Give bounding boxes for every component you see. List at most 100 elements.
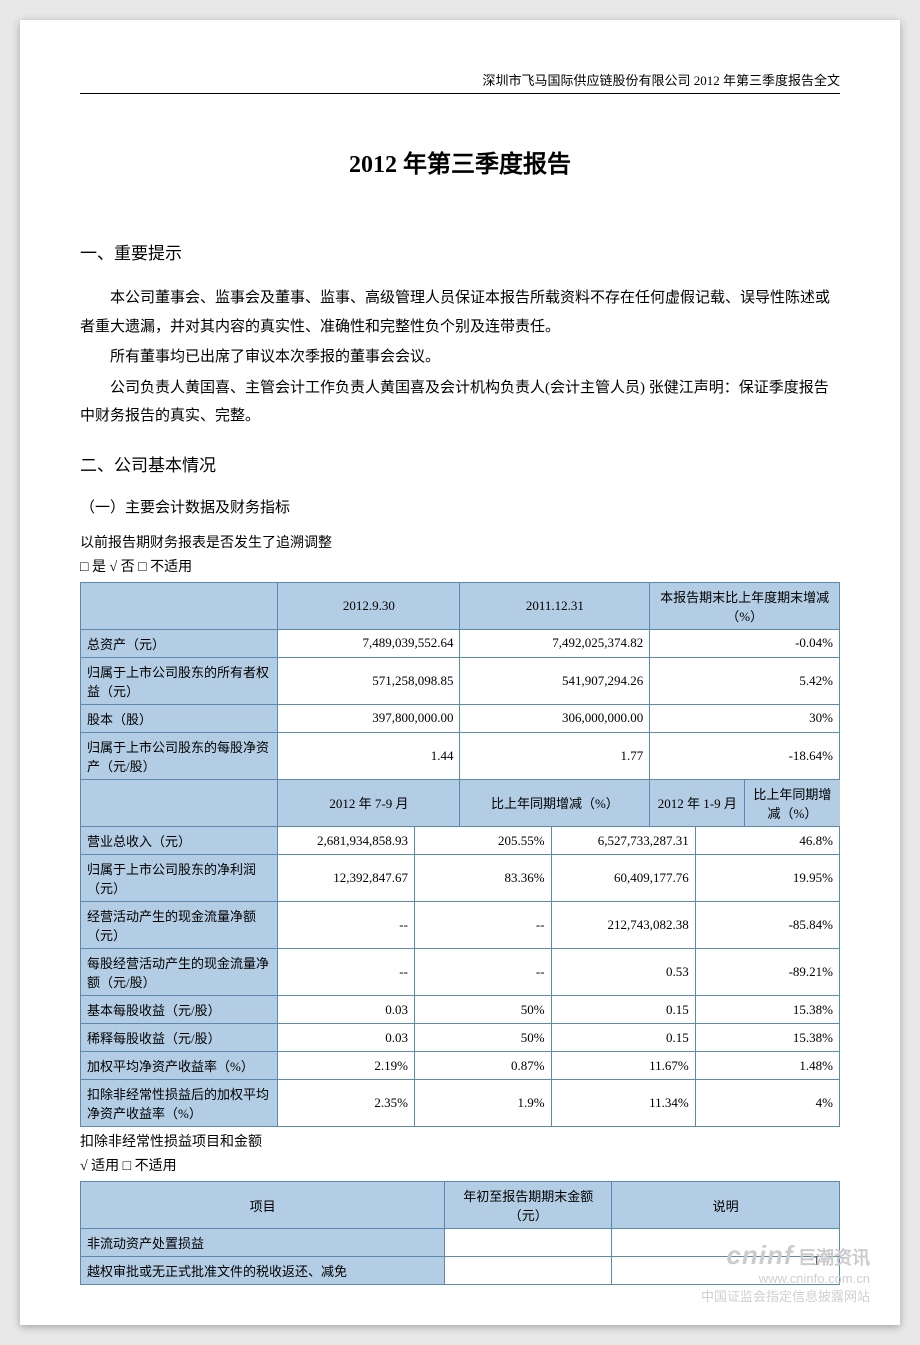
section-1-p2: 所有董事均已出席了审议本次季报的董事会会议。 — [80, 343, 840, 372]
row-label: 股本（股） — [81, 704, 278, 732]
cell: 205.55% — [414, 827, 551, 855]
row-label: 越权审批或无正式批准文件的税收返还、减免 — [81, 1257, 445, 1285]
cell — [445, 1229, 612, 1257]
cell: 15.38% — [695, 996, 839, 1024]
cell: 2,681,934,858.93 — [278, 827, 415, 855]
row-label: 经营活动产生的现金流量净额（元） — [81, 902, 278, 949]
cell: 7,489,039,552.64 — [278, 629, 460, 657]
cell: -89.21% — [695, 949, 839, 996]
cell: 15.38% — [695, 1024, 839, 1052]
cell: 7,492,025,374.82 — [460, 629, 650, 657]
table-row: 基本每股收益（元/股） 0.03 50% 0.15 15.38% — [81, 996, 840, 1024]
cell: 0.03 — [278, 996, 415, 1024]
watermark-brand: 巨潮资讯 — [798, 1248, 870, 1268]
cell: 212,743,082.38 — [551, 902, 695, 949]
cell: 0.53 — [551, 949, 695, 996]
table-row: 每股经营活动产生的现金流量净额（元/股） -- -- 0.53 -89.21% — [81, 949, 840, 996]
nonrecurring-check: √ 适用 □ 不适用 — [80, 1155, 840, 1175]
th2-col4: 比上年同期增减（%） — [745, 780, 840, 827]
items-th3: 说明 — [612, 1182, 840, 1229]
cell: 30% — [650, 704, 840, 732]
th2-col3-wrap: 2012 年 1-9 月 比上年同期增减（%） — [650, 779, 840, 827]
section-2-sub1: （一）主要会计数据及财务指标 — [80, 496, 840, 517]
row-label: 基本每股收益（元/股） — [81, 996, 278, 1024]
cell: 2.19% — [278, 1052, 415, 1080]
nonrecurring-label: 扣除非经常性损益项目和金额 — [80, 1131, 840, 1151]
cell: 0.15 — [551, 996, 695, 1024]
cell: 11.67% — [551, 1052, 695, 1080]
row-label: 稀释每股收益（元/股） — [81, 1024, 278, 1052]
row-label: 营业总收入（元） — [81, 827, 278, 855]
financial-table-1: 2012.9.30 2011.12.31 本报告期末比上年度期末增减（%） 总资… — [80, 582, 840, 828]
cell: 6,527,733,287.31 — [551, 827, 695, 855]
cell: 1.48% — [695, 1052, 839, 1080]
row-label: 归属于上市公司股东的每股净资产（元/股） — [81, 732, 278, 779]
th-blank — [81, 582, 278, 629]
th-blank2 — [81, 779, 278, 827]
cell: 4% — [695, 1080, 839, 1127]
cell: 50% — [414, 996, 551, 1024]
row-label: 总资产（元） — [81, 629, 278, 657]
cell: 0.15 — [551, 1024, 695, 1052]
items-th2: 年初至报告期期末金额（元） — [445, 1182, 612, 1229]
watermark-logo: cninf — [726, 1240, 793, 1270]
cell: -18.64% — [650, 732, 840, 779]
watermark-url: www.cninfo.com.cn — [701, 1271, 870, 1286]
cell: 46.8% — [695, 827, 839, 855]
cell: -85.84% — [695, 902, 839, 949]
cell: -- — [278, 949, 415, 996]
table-row: 归属于上市公司股东的所有者权益（元） 571,258,098.85 541,90… — [81, 657, 840, 704]
cell: 571,258,098.85 — [278, 657, 460, 704]
row-label: 加权平均净资产收益率（%） — [81, 1052, 278, 1080]
row-label: 归属于上市公司股东的净利润（元） — [81, 855, 278, 902]
watermark: cninf 巨潮资讯 www.cninfo.com.cn 中国证监会指定信息披露… — [701, 1240, 870, 1305]
row-label: 非流动资产处置损益 — [81, 1229, 445, 1257]
section-2-heading: 二、公司基本情况 — [80, 451, 840, 476]
cell: 60,409,177.76 — [551, 855, 695, 902]
retro-checkbox: □ 是 √ 否 □ 不适用 — [80, 556, 840, 576]
table-row: 营业总收入（元） 2,681,934,858.93 205.55% 6,527,… — [81, 827, 840, 855]
table-row: 项目 年初至报告期期末金额（元） 说明 — [81, 1182, 840, 1229]
table-row: 归属于上市公司股东的每股净资产（元/股） 1.44 1.77 -18.64% — [81, 732, 840, 779]
th-col2: 2011.12.31 — [460, 582, 650, 629]
cell: 1.77 — [460, 732, 650, 779]
table-row: 总资产（元） 7,489,039,552.64 7,492,025,374.82… — [81, 629, 840, 657]
items-th1: 项目 — [81, 1182, 445, 1229]
table-row: 股本（股） 397,800,000.00 306,000,000.00 30% — [81, 704, 840, 732]
cell: -- — [278, 902, 415, 949]
cell: 1.44 — [278, 732, 460, 779]
report-title: 2012 年第三季度报告 — [80, 144, 840, 179]
cell: -0.04% — [650, 629, 840, 657]
section-1-p3: 公司负责人黄囯喜、主管会计工作负责人黄囯喜及会计机构负责人(会计主管人员) 张健… — [80, 374, 840, 431]
cell: 19.95% — [695, 855, 839, 902]
table-row: 扣除非经常性损益后的加权平均净资产收益率（%） 2.35% 1.9% 11.34… — [81, 1080, 840, 1127]
th-col1: 2012.9.30 — [278, 582, 460, 629]
row-label: 扣除非经常性损益后的加权平均净资产收益率（%） — [81, 1080, 278, 1127]
cell: 306,000,000.00 — [460, 704, 650, 732]
cell: 0.03 — [278, 1024, 415, 1052]
cell: 83.36% — [414, 855, 551, 902]
cell: 1.9% — [414, 1080, 551, 1127]
section-1-heading: 一、重要提示 — [80, 239, 840, 264]
row-label: 每股经营活动产生的现金流量净额（元/股） — [81, 949, 278, 996]
table-row: 2012 年 7-9 月 比上年同期增减（%） 2012 年 1-9 月 比上年… — [81, 779, 840, 827]
table-row: 归属于上市公司股东的净利润（元） 12,392,847.67 83.36% 60… — [81, 855, 840, 902]
cell: 541,907,294.26 — [460, 657, 650, 704]
watermark-desc: 中国证监会指定信息披露网站 — [701, 1286, 870, 1305]
th2-col1: 2012 年 7-9 月 — [278, 779, 460, 827]
page-header: 深圳市飞马国际供应链股份有限公司 2012 年第三季度报告全文 — [80, 70, 840, 94]
cell — [445, 1257, 612, 1285]
financial-table-2: 营业总收入（元） 2,681,934,858.93 205.55% 6,527,… — [80, 826, 840, 1127]
table-row: 2012.9.30 2011.12.31 本报告期末比上年度期末增减（%） — [81, 582, 840, 629]
cell: 12,392,847.67 — [278, 855, 415, 902]
cell: 11.34% — [551, 1080, 695, 1127]
cell: 397,800,000.00 — [278, 704, 460, 732]
section-1-p1: 本公司董事会、监事会及董事、监事、高级管理人员保证本报告所载资料不存在任何虚假记… — [80, 284, 840, 341]
th-col3: 本报告期末比上年度期末增减（%） — [650, 582, 840, 629]
cell: -- — [414, 949, 551, 996]
th2-col2: 比上年同期增减（%） — [460, 779, 650, 827]
table-row: 经营活动产生的现金流量净额（元） -- -- 212,743,082.38 -8… — [81, 902, 840, 949]
table-row: 加权平均净资产收益率（%） 2.19% 0.87% 11.67% 1.48% — [81, 1052, 840, 1080]
th2-col3: 2012 年 1-9 月 — [650, 780, 745, 827]
retro-label: 以前报告期财务报表是否发生了追溯调整 — [80, 532, 840, 552]
